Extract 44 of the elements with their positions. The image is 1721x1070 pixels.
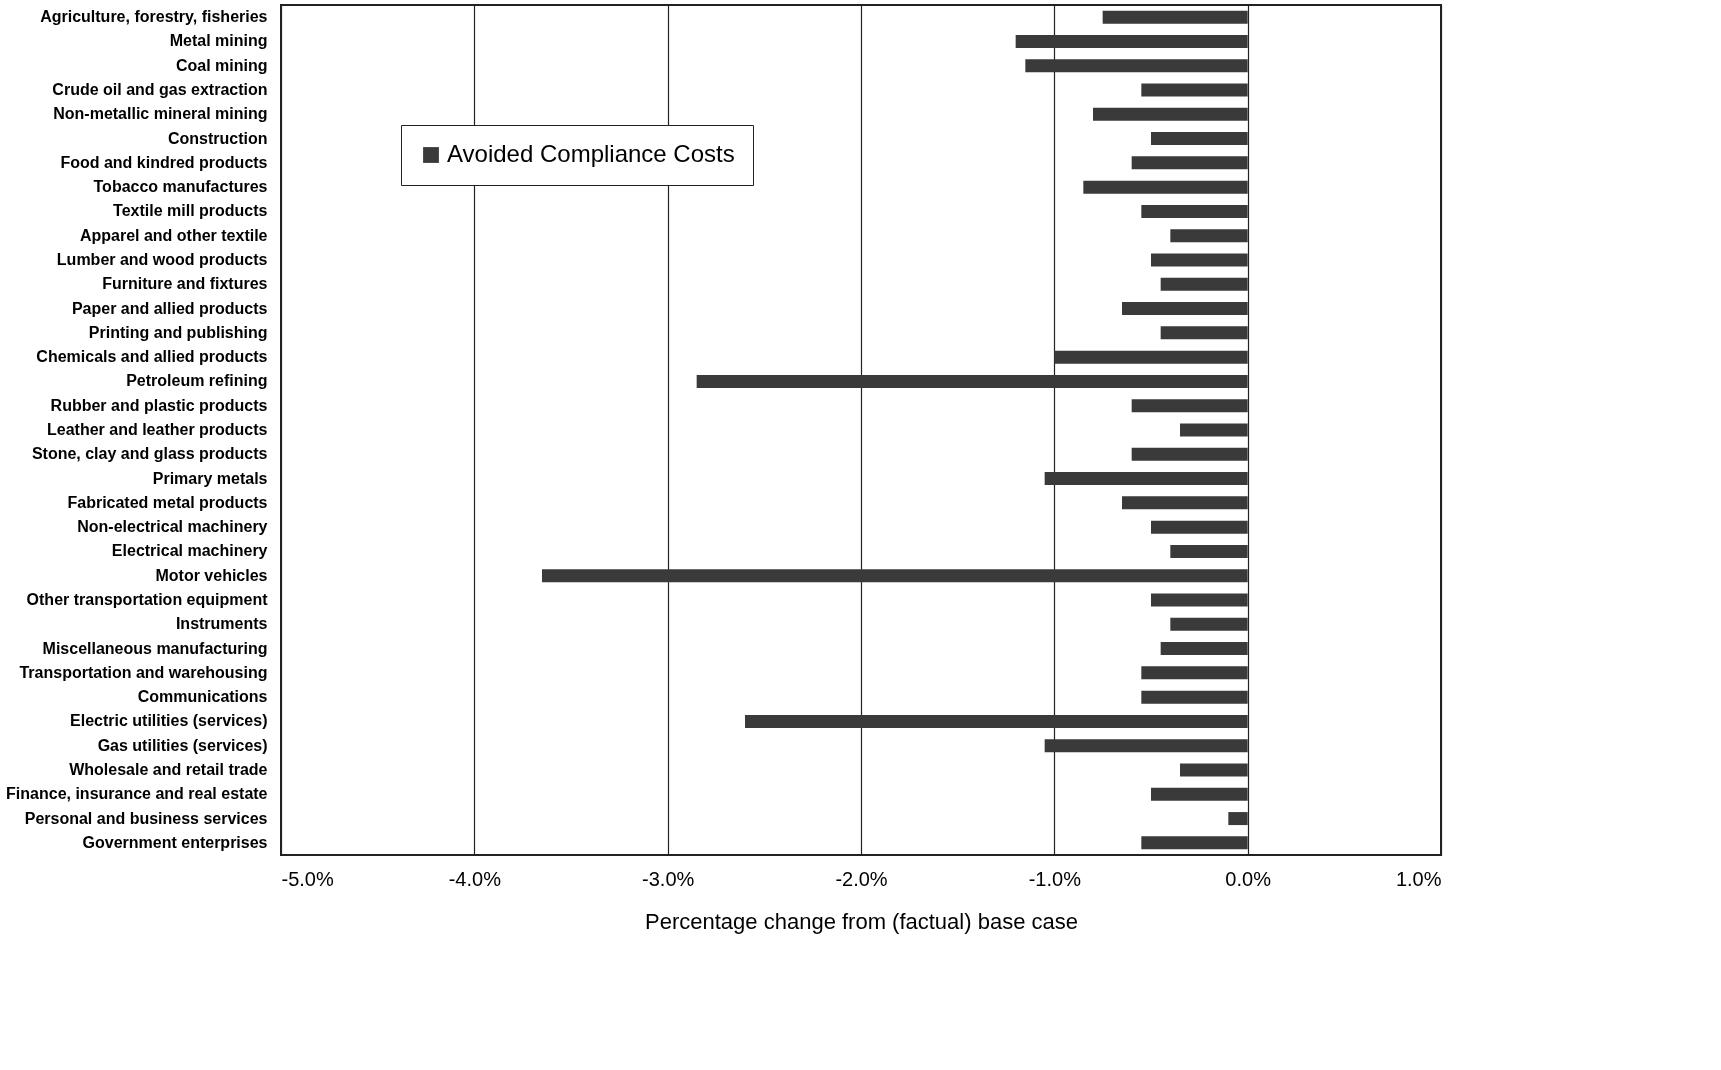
x-tick-label: -4.0% (448, 867, 502, 890)
y-tick-label: Rubber and plastic products (50, 396, 268, 414)
y-tick-label: Paper and allied products (71, 299, 268, 317)
y-tick-label: Government enterprises (82, 833, 268, 851)
y-tick-label: Petroleum refining (126, 372, 268, 390)
x-tick-label: -3.0% (642, 867, 695, 890)
x-tick-label: -2.0% (835, 867, 888, 890)
y-tick-label: Primary metals (152, 469, 268, 487)
y-tick-label: Non-metallic mineral mining (53, 105, 268, 123)
y-tick-label: Wholesale and retail trade (69, 761, 268, 778)
y-tick-label: Communications (137, 688, 268, 706)
y-tick-label: Non-electrical machinery (77, 518, 268, 536)
y-tick-label: Textile mill products (113, 202, 268, 220)
y-tick-label: Personal and business services (24, 809, 268, 827)
y-tick-label: Instruments (175, 615, 268, 633)
y-tick-label: Tobacco manufactures (93, 178, 268, 196)
y-tick-label: Fabricated metal products (67, 493, 268, 511)
y-tick-label: Metal mining (169, 32, 268, 50)
y-tick-label: Gas utilities (services) (97, 736, 268, 754)
x-tick-label: -1.0% (1028, 867, 1082, 890)
y-tick-label: Leather and leather products (47, 421, 268, 438)
y-tick-label: Miscellaneous manufacturing (42, 639, 268, 657)
y-tick-label: Transportation and warehousing (19, 663, 268, 681)
y-tick-label: Furniture and fixtures (102, 275, 268, 293)
y-tick-label: Apparel and other textile (79, 226, 268, 244)
y-tick-label: Crude oil and gas extraction (52, 81, 268, 98)
x-tick-label: 1.0% (1395, 867, 1442, 890)
x-axis-title: Percentage change from (factual) base case (645, 908, 1078, 934)
y-tick-label: Electric utilities (services) (70, 712, 268, 730)
y-tick-label: Electrical machinery (111, 542, 268, 560)
y-tick-label: Stone, clay and glass products (31, 445, 268, 463)
y-tick-label: Chemicals and allied products (36, 348, 268, 366)
legend-label: Avoided Compliance Costs (447, 140, 735, 167)
y-tick-label: Printing and publishing (88, 323, 268, 341)
y-tick-label: Coal mining (175, 56, 268, 74)
y-tick-label: Motor vehicles (155, 566, 268, 584)
x-tick-label: 0.0% (1225, 867, 1272, 890)
y-tick-label: Food and kindred products (60, 153, 268, 171)
y-tick-label: Agriculture, forestry, fisheries (40, 8, 268, 26)
x-tick-label: -5.0% (281, 867, 334, 890)
y-tick-label: Lumber and wood products (56, 251, 268, 268)
y-tick-label: Other transportation equipment (26, 591, 269, 608)
y-tick-label: Finance, insurance and real estate (6, 785, 268, 803)
y-tick-label: Construction (167, 129, 268, 147)
